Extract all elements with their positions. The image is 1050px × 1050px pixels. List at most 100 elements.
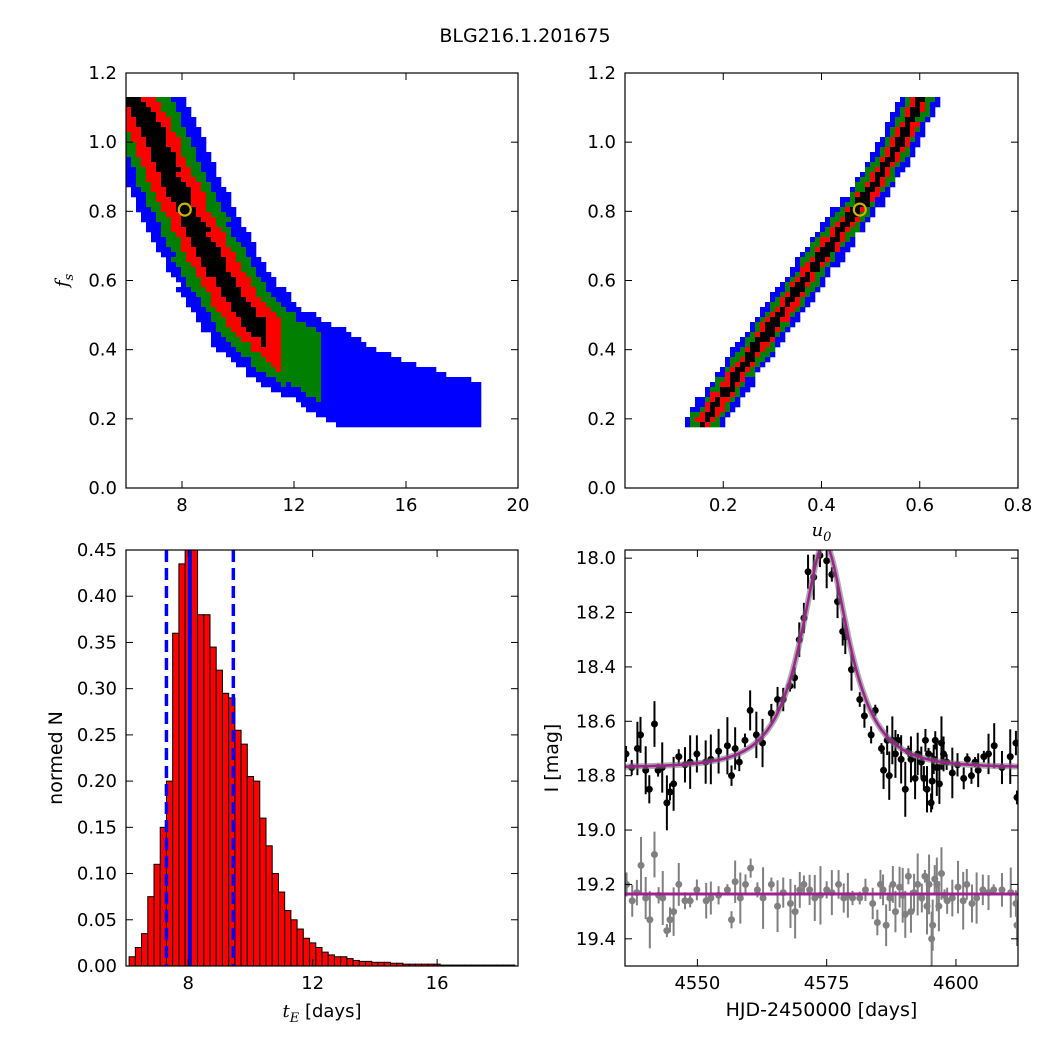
density-cell-green [256,287,262,293]
density-cell-blue [361,382,367,388]
density-cell-blue [331,332,337,338]
density-cell-red [246,282,252,288]
density-cell-blue [206,157,212,163]
density-cell-red [840,217,846,223]
density-cell-black [166,152,172,158]
density-cell-blue [471,422,477,428]
density-cell-blue [176,267,182,273]
density-cell-blue [226,222,232,228]
plot-area [128,550,516,966]
density-cell-blue [421,412,427,418]
density-cell-black [900,137,906,143]
density-cell-green [291,377,297,383]
density-cell-red [211,232,217,238]
density-cell-red [206,222,212,228]
density-cell-blue [336,362,342,368]
density-cell-green [136,167,142,173]
density-cell-blue [266,282,272,288]
density-cell-green [271,367,277,373]
density-cell-green [720,377,726,383]
density-cell-red [186,172,192,178]
density-cell-green [316,332,322,338]
density-cell-blue [386,362,392,368]
density-cell-blue [321,362,327,368]
density-cell-green [281,357,287,363]
density-cell-black [800,277,806,283]
density-cell-blue [141,197,147,203]
density-cell-green [915,127,921,133]
density-cell-blue [361,422,367,428]
density-cell-blue [236,227,242,233]
density-cell-green [176,122,182,128]
density-cell-black [146,127,152,133]
density-cell-blue [271,292,277,298]
density-cell-blue [441,417,447,423]
density-cell-red [221,237,227,243]
density-cell-blue [376,407,382,413]
density-cell-black [231,287,237,293]
density-cell-blue [436,407,442,413]
density-cell-red [730,392,736,398]
density-cell-blue [181,102,187,108]
density-cell-blue [376,402,382,408]
density-cell-blue [820,282,826,288]
density-cell-blue [126,167,132,173]
density-cell-green [256,357,262,363]
density-cell-green [845,202,851,208]
histogram-bar [265,845,273,966]
density-cell-blue [226,197,232,203]
density-cell-green [256,277,262,283]
density-cell-blue [436,417,442,423]
density-cell-blue [161,237,167,243]
density-cell-blue [476,422,482,428]
density-cell-black [221,277,227,283]
density-cell-red [236,272,242,278]
density-cell-blue [141,202,147,208]
density-cell-red [216,287,222,293]
density-cell-red [715,392,721,398]
density-cell-black [905,127,911,133]
density-cell-black [740,362,746,368]
density-cell-blue [186,127,192,133]
density-cell-black [126,97,132,103]
density-cell-blue [725,412,731,418]
histogram-bar [277,891,286,966]
density-cell-red [181,172,187,178]
density-cell-green [840,207,846,213]
density-cell-blue [246,357,252,363]
data-point [774,696,782,704]
density-cell-blue [416,407,422,413]
density-cell-blue [201,167,207,173]
density-cell-blue [286,302,292,308]
y-tick-label: 1.2 [88,63,117,84]
density-cell-blue [740,337,746,343]
density-cell-black [820,252,826,258]
density-cell-blue [720,367,726,373]
density-cell-red [820,237,826,243]
density-cell-green [695,412,701,418]
density-cell-red [196,267,202,273]
density-cell-green [301,352,307,358]
data-point [670,780,678,788]
density-cell-blue [371,417,377,423]
density-cell-green [221,217,227,223]
density-cell-green [705,397,711,403]
density-cell-blue [366,382,372,388]
density-cell-blue [201,162,207,168]
density-cell-blue [146,222,152,228]
density-cell-blue [755,367,761,373]
density-cell-black [141,132,147,138]
density-cell-black [865,197,871,203]
density-cell-blue [256,257,262,263]
density-cell-black [830,247,836,253]
density-cell-black [845,212,851,218]
density-cell-black [251,307,257,313]
density-cell-blue [331,342,337,348]
density-cell-green [146,182,152,188]
density-cell-red [176,232,182,238]
density-cell-blue [745,377,751,383]
density-cell-blue [356,372,362,378]
density-cell-black [770,322,776,328]
density-cell-red [705,402,711,408]
density-cell-blue [261,272,267,278]
